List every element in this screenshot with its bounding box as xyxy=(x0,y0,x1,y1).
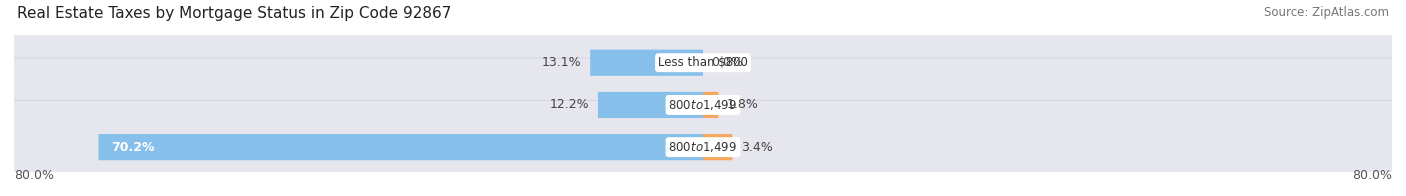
Legend: Without Mortgage, With Mortgage: Without Mortgage, With Mortgage xyxy=(564,195,842,196)
Text: Source: ZipAtlas.com: Source: ZipAtlas.com xyxy=(1264,6,1389,19)
Text: Less than $800: Less than $800 xyxy=(658,56,748,69)
Text: 12.2%: 12.2% xyxy=(550,98,589,112)
Text: 3.4%: 3.4% xyxy=(741,141,773,154)
Text: 80.0%: 80.0% xyxy=(1353,169,1392,182)
Text: $800 to $1,499: $800 to $1,499 xyxy=(668,140,738,154)
FancyBboxPatch shape xyxy=(598,92,703,118)
Text: Real Estate Taxes by Mortgage Status in Zip Code 92867: Real Estate Taxes by Mortgage Status in … xyxy=(17,6,451,21)
Text: 13.1%: 13.1% xyxy=(541,56,582,69)
FancyBboxPatch shape xyxy=(7,58,1399,152)
Text: 80.0%: 80.0% xyxy=(14,169,53,182)
Text: $800 to $1,499: $800 to $1,499 xyxy=(668,98,738,112)
FancyBboxPatch shape xyxy=(703,92,718,118)
FancyBboxPatch shape xyxy=(98,134,703,160)
Text: 1.8%: 1.8% xyxy=(727,98,759,112)
FancyBboxPatch shape xyxy=(703,134,733,160)
Text: 0.0%: 0.0% xyxy=(711,56,744,69)
FancyBboxPatch shape xyxy=(7,16,1399,110)
FancyBboxPatch shape xyxy=(7,100,1399,194)
FancyBboxPatch shape xyxy=(591,50,703,76)
Text: 70.2%: 70.2% xyxy=(111,141,155,154)
